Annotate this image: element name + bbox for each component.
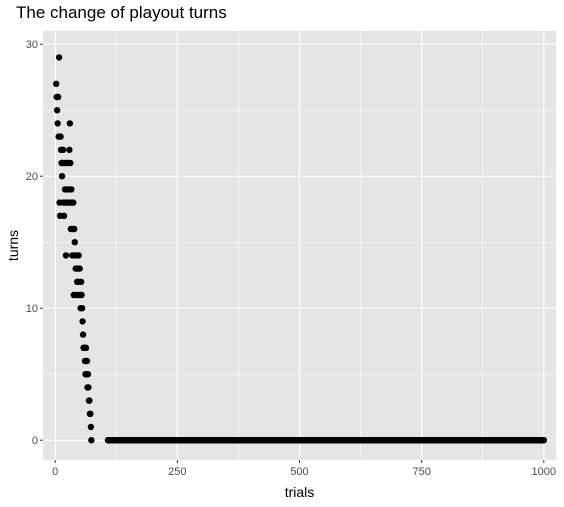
data-point [78, 305, 86, 312]
data-point [87, 423, 95, 431]
y-tick-label: 10 [26, 303, 38, 315]
y-tick-label: 20 [26, 171, 38, 183]
x-tick-label: 500 [290, 466, 308, 478]
data-point [66, 146, 73, 153]
data-point [68, 186, 75, 193]
data-points [52, 54, 547, 444]
y-axis-title: turns [5, 230, 21, 261]
data-point [57, 133, 64, 140]
y-tick-label: 0 [32, 435, 38, 447]
x-axis: 0 250 500 750 1000 [52, 460, 556, 478]
data-point [83, 357, 91, 365]
x-tick-label: 750 [412, 466, 430, 478]
x-axis-title: trials [285, 484, 315, 500]
data-point [84, 371, 92, 378]
data-point [54, 120, 61, 127]
data-point [79, 318, 86, 325]
data-point [78, 291, 85, 299]
data-point [66, 120, 74, 127]
data-point [88, 437, 95, 444]
data-point [54, 93, 62, 101]
data-point [60, 212, 68, 219]
data-point [71, 225, 78, 233]
data-point [58, 173, 66, 180]
data-point [77, 278, 85, 285]
data-point [86, 397, 93, 404]
data-point [55, 54, 63, 61]
data-point [52, 80, 60, 88]
data-point [76, 265, 83, 272]
data-point [53, 107, 61, 114]
data-point [59, 146, 67, 153]
data-point [82, 344, 90, 351]
data-point [62, 252, 70, 259]
data-point [85, 384, 92, 391]
data-point [70, 199, 77, 206]
data-point [79, 331, 87, 338]
data-point [75, 252, 82, 259]
y-axis: 0 10 20 30 [26, 39, 43, 447]
chart-title: The change of playout turns [16, 3, 227, 22]
x-tick-label: 0 [52, 466, 58, 478]
data-point [67, 159, 74, 167]
data-point [71, 239, 78, 246]
x-tick-label: 250 [168, 466, 186, 478]
data-point [87, 410, 94, 417]
x-tick-label: 1000 [532, 466, 556, 478]
data-point [540, 437, 547, 444]
y-tick-label: 30 [26, 39, 38, 51]
